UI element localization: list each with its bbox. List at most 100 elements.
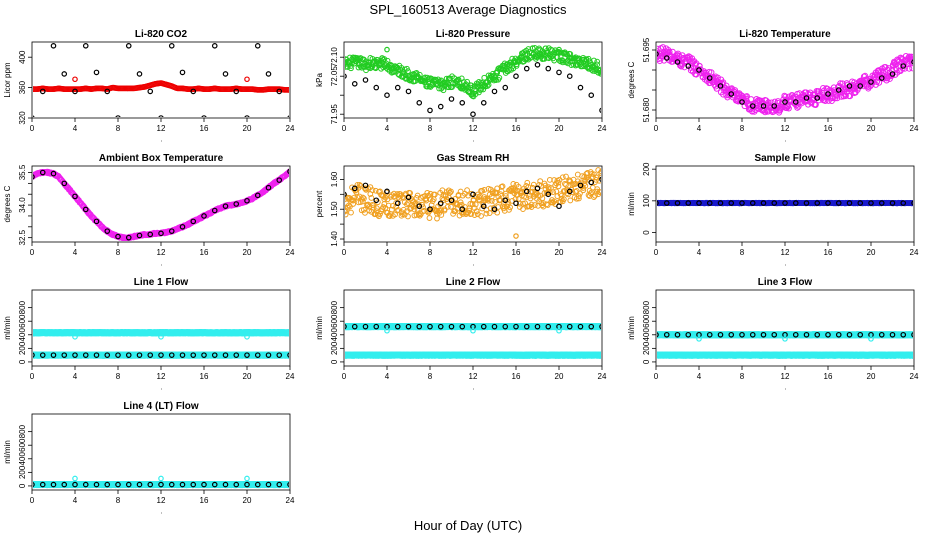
- hourly-marker: [287, 352, 289, 358]
- hourly-marker: [814, 200, 821, 206]
- y-tick-label: 51.680: [642, 97, 651, 122]
- x-tick-label: 4: [73, 124, 78, 133]
- hourly-marker: [362, 77, 369, 83]
- hourly-marker: [491, 323, 498, 330]
- hourly-marker: [39, 352, 46, 358]
- data-point: [535, 46, 541, 53]
- hourly-marker: [502, 84, 509, 91]
- hourly-marker: [523, 65, 530, 72]
- hourly-marker: [254, 43, 261, 49]
- hourly-marker: [427, 107, 433, 114]
- hourly-marker: [502, 323, 509, 330]
- data-point: [381, 56, 388, 62]
- data-point: [420, 204, 426, 211]
- hourly-marker: [265, 71, 272, 77]
- hourly-marker: [760, 103, 767, 109]
- x-tick-label: 20: [555, 248, 564, 257]
- data-point: [555, 179, 562, 186]
- x-tick-label: 4: [385, 124, 390, 133]
- hourly-marker: [868, 79, 874, 85]
- x-tick-label: 12: [157, 248, 166, 257]
- y-tick-label: 34.0: [18, 197, 27, 213]
- panel-title: Ambient Box Temperature: [99, 153, 224, 164]
- hourly-marker: [405, 194, 412, 201]
- hourly-marker: [33, 352, 35, 358]
- hourly-marker: [878, 200, 885, 206]
- data-point: [560, 196, 567, 203]
- data-point: [510, 181, 517, 187]
- hourly-marker: [577, 182, 584, 189]
- hourly-marker: [136, 232, 143, 239]
- x-tick-label: 4: [697, 124, 702, 133]
- hourly-marker: [384, 46, 390, 53]
- hourly-marker: [168, 228, 175, 234]
- data-point: [411, 206, 418, 213]
- data-point: [360, 195, 367, 202]
- hourly-marker: [233, 201, 240, 207]
- hourly-marker: [534, 62, 541, 68]
- data-point: [535, 192, 541, 199]
- x-tick-label: 20: [243, 124, 252, 133]
- hourly-marker: [480, 323, 487, 330]
- data-point: [484, 83, 491, 89]
- data-point: [555, 183, 562, 190]
- data-point: [468, 210, 475, 217]
- data-point: [388, 206, 395, 213]
- data-point: [527, 195, 534, 202]
- data-point: [434, 215, 440, 222]
- data-point: [588, 170, 595, 177]
- hourly-marker: [179, 224, 186, 230]
- data-point: [743, 93, 750, 100]
- hourly-marker: [394, 84, 401, 91]
- y-tick-label: 35.5: [18, 164, 27, 180]
- data-point: [350, 197, 357, 204]
- data-point: [403, 201, 410, 208]
- hourly-marker: [771, 103, 778, 109]
- hourly-marker: [82, 43, 89, 49]
- hourly-marker: [265, 352, 272, 358]
- x-tick-label: 4: [73, 372, 78, 381]
- hourly-marker: [728, 200, 735, 206]
- hourly-marker: [190, 88, 197, 95]
- hourly-marker: [491, 206, 498, 213]
- x-tick-label: 24: [286, 372, 295, 381]
- hourly-marker: [115, 233, 121, 240]
- data-point: [506, 206, 512, 213]
- data-point: [368, 195, 375, 201]
- hourly-marker: [868, 200, 874, 206]
- x-tick-label: 12: [469, 372, 478, 381]
- hourly-marker: [345, 73, 347, 79]
- x-tick-label: 12: [781, 124, 790, 133]
- hourly-marker: [61, 352, 68, 358]
- x-tick-label: 12: [157, 124, 166, 133]
- y-tick-label: 72.10: [330, 47, 339, 68]
- x-tick-label: 20: [867, 248, 876, 257]
- hourly-marker: [233, 88, 240, 95]
- y-tick-label: 0: [642, 230, 651, 235]
- y-tick-label: 800: [330, 300, 339, 314]
- hourly-marker: [201, 115, 207, 117]
- hourly-marker: [566, 73, 573, 80]
- plot-area: [657, 199, 913, 207]
- data-point: [516, 200, 523, 207]
- hourly-marker: [72, 193, 78, 200]
- data-point: [591, 194, 597, 200]
- data-point: [496, 74, 503, 81]
- hourly-marker: [254, 192, 261, 199]
- data-point: [373, 205, 380, 212]
- hourly-marker: [72, 334, 78, 340]
- hourly-marker: [222, 203, 229, 209]
- hourly-marker: [835, 87, 842, 93]
- hourly-marker: [782, 200, 788, 206]
- y-tick-label: 51.695: [642, 37, 651, 62]
- hourly-marker: [61, 71, 68, 77]
- data-point: [910, 200, 913, 207]
- hourly-marker: [416, 323, 423, 330]
- hourly-marker: [577, 323, 584, 330]
- hourly-marker: [911, 59, 913, 65]
- hourly-marker: [566, 323, 573, 330]
- hourly-marker: [728, 91, 735, 97]
- hourly-marker: [115, 352, 121, 358]
